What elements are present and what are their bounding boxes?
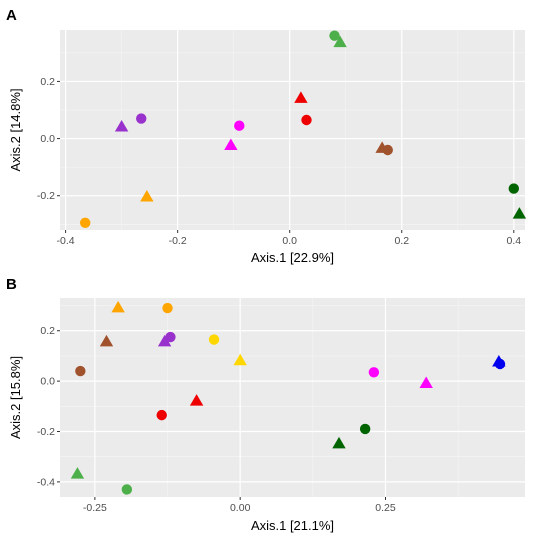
data-point-triangle-7 <box>157 334 172 347</box>
data-point-triangle-8 <box>224 138 238 151</box>
data-point-circle-6 <box>75 365 86 377</box>
x-axis-title: Axis.1 [22.9%] <box>251 250 334 265</box>
x-tick-label: 0.2 <box>394 235 409 247</box>
x-tick-label: -0.2 <box>169 235 187 247</box>
data-point-triangle-5 <box>99 334 114 347</box>
data-point-circle-14 <box>80 217 91 229</box>
y-tick-label: 0.0 <box>40 133 55 145</box>
plot-background <box>60 298 525 497</box>
data-point-circle-15 <box>368 367 380 378</box>
panel-letter: B <box>6 276 17 293</box>
data-point-triangle-10 <box>189 394 204 406</box>
y-axis-title: Axis.2 [15.8%] <box>8 356 23 439</box>
x-tick-label: 0.4 <box>506 235 521 247</box>
x-axis-title: Axis.1 [21.1%] <box>251 518 334 533</box>
data-point-triangle-16 <box>419 376 433 388</box>
y-axis-title: Axis.2 [14.8%] <box>8 88 23 171</box>
data-point-triangle-12 <box>512 207 527 219</box>
data-point-circle-7 <box>234 120 245 131</box>
data-point-triangle-1 <box>111 300 125 313</box>
y-tick-label: 0.2 <box>40 325 55 337</box>
data-point-circle-8 <box>165 331 176 343</box>
data-point-triangle-3 <box>114 119 129 132</box>
data-point-triangle-13 <box>140 189 154 202</box>
x-tick-label: 0.00 <box>230 502 251 514</box>
data-point-triangle-13 <box>332 436 346 449</box>
x-tick-label: -0.25 <box>83 502 107 514</box>
y-tick-label: 0.0 <box>40 376 55 388</box>
data-point-circle-9 <box>156 409 167 421</box>
data-point-circle-11 <box>508 183 519 194</box>
data-point-triangle-4 <box>233 353 247 366</box>
data-point-circle-6 <box>301 114 312 126</box>
x-tick-label: -0.4 <box>57 235 75 247</box>
data-point-circle-14 <box>359 423 371 435</box>
y-tick-label: -0.2 <box>37 190 55 202</box>
data-point-circle-3 <box>208 334 220 345</box>
data-point-circle-4 <box>136 113 147 124</box>
data-point-triangle-5 <box>294 91 308 103</box>
data-point-triangle-11 <box>70 467 85 479</box>
data-point-circle-12 <box>121 484 133 495</box>
y-tick-label: 0.2 <box>40 76 55 88</box>
data-point-circle-10 <box>382 144 393 156</box>
x-tick-label: 0.0 <box>282 235 297 247</box>
data-point-triangle-2 <box>333 35 347 48</box>
y-tick-label: -0.2 <box>37 426 55 438</box>
x-tick-label: 0.25 <box>375 502 396 514</box>
data-point-circle-2 <box>162 302 173 314</box>
panel-b: B -0.25 0.00 0.25 -0.4 -0.2 0.0 0.2 Axis.1 [21.1… <box>6 276 525 533</box>
plot-background <box>60 30 525 230</box>
panel-letter: A <box>6 7 17 24</box>
data-point-circle-1 <box>329 30 340 41</box>
y-tick-label: -0.4 <box>37 476 55 488</box>
panel-a: A -0.4 -0.2 0.0 0.2 0.4 -0.2 0.0 0.2 Axis.1 [22.9… <box>6 7 527 265</box>
data-point-circle-18 <box>494 358 506 370</box>
